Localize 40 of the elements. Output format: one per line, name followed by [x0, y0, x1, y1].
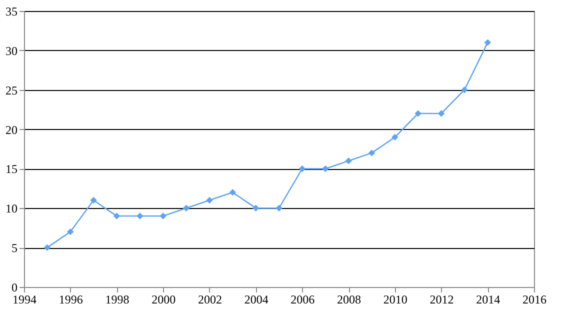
point — [392, 134, 398, 141]
point — [44, 244, 51, 251]
point — [113, 212, 120, 220]
y-tick-label: 30 — [6, 44, 18, 58]
point — [345, 157, 352, 164]
x-tick-label: 2004 — [244, 292, 268, 306]
y-tick-label: 0 — [12, 280, 18, 294]
y-tick-label: 5 — [12, 241, 18, 256]
point — [484, 39, 491, 46]
point — [252, 204, 260, 212]
x-tick-label: 2016 — [522, 292, 546, 306]
x-tick-label: 2008 — [337, 292, 362, 306]
y-tick-label: 25 — [6, 83, 18, 98]
x-tick-label: 2006 — [290, 292, 315, 306]
x-tick-label: 2000 — [152, 292, 176, 306]
point — [67, 228, 74, 236]
y-tick-label: 10 — [6, 202, 18, 216]
x-tick-label: 2012 — [430, 292, 454, 306]
x-tick-label: 1996 — [58, 292, 83, 306]
point — [136, 212, 144, 220]
point — [229, 189, 236, 196]
point — [276, 204, 282, 212]
point — [322, 165, 329, 172]
point — [182, 204, 190, 212]
x-tick-label: 1994 — [12, 292, 36, 306]
x-tick-label: 2010 — [383, 292, 408, 306]
point — [461, 86, 468, 94]
x-tick-label: 2002 — [198, 292, 222, 306]
point — [160, 212, 166, 220]
y-tick-label: 20 — [6, 122, 18, 137]
point — [298, 165, 306, 172]
point — [206, 196, 213, 204]
x-tick-label: 1998 — [105, 292, 130, 306]
point — [368, 150, 376, 156]
point — [438, 110, 445, 117]
point — [90, 196, 97, 204]
y-tick-label: 35 — [6, 4, 18, 18]
y-tick-label: 15 — [6, 162, 18, 176]
point — [414, 110, 422, 117]
x-tick-label: 2014 — [476, 292, 500, 306]
